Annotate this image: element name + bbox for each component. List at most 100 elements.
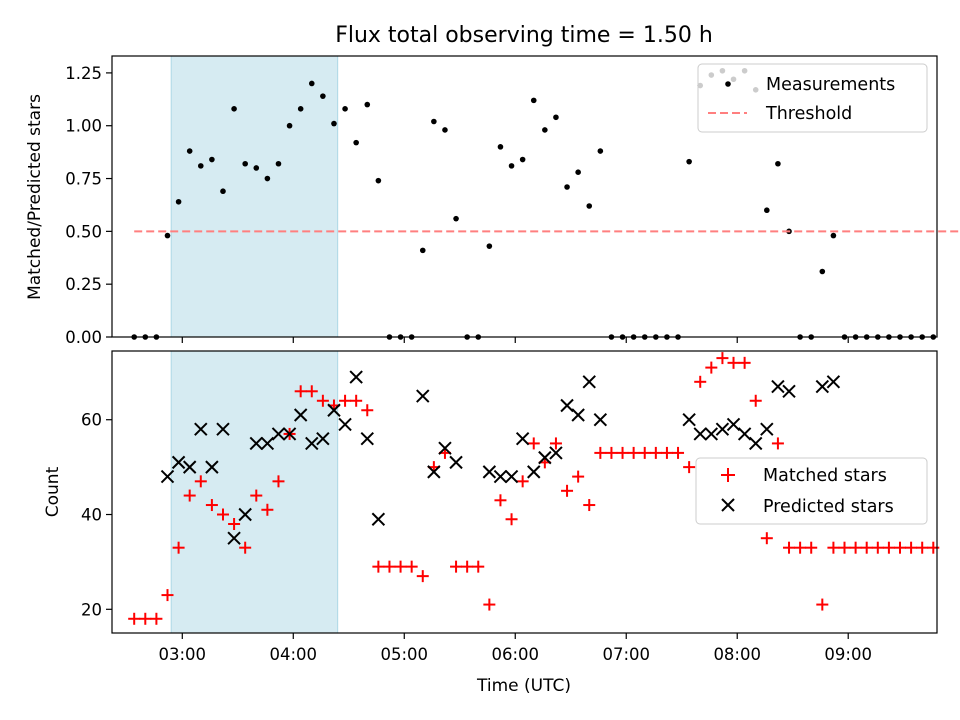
predicted-star-point: [560, 398, 574, 413]
matched-star-point: [816, 598, 829, 611]
measurement-point: [375, 177, 382, 184]
measurement-point: [508, 163, 515, 169]
matched-star-point: [516, 475, 529, 488]
predicted-star-point: [293, 408, 308, 422]
y-tick-label: 0.25: [65, 275, 102, 294]
matched-star-point: [805, 541, 818, 554]
matched-star-point: [272, 475, 285, 488]
matched-star-point: [627, 446, 640, 459]
y-tick-label: 20: [81, 600, 102, 619]
measurement-point: [209, 156, 215, 163]
matched-star-point: [494, 494, 507, 507]
matched-star-point: [305, 385, 318, 398]
predicted-star-point: [771, 379, 785, 394]
matched-star-point: [228, 517, 241, 530]
matched-star-point: [194, 475, 207, 488]
predicted-star-point: [338, 417, 352, 432]
predicted-star-point: [515, 431, 530, 446]
measurement-point: [530, 97, 537, 104]
matched-star-point: [760, 532, 773, 545]
matched-star-point: [727, 356, 740, 369]
predicted-star-point: [216, 422, 230, 436]
y-tick-label: 1.00: [65, 117, 102, 136]
measurement-point: [297, 106, 304, 112]
measurement-point: [586, 203, 593, 209]
predicted-star-point: [171, 455, 186, 470]
count-series: [128, 352, 940, 625]
measurement-point: [519, 156, 526, 163]
x-tick-label: 07:00: [602, 645, 650, 664]
measurement-point: [320, 93, 326, 99]
matched-star-point: [694, 375, 707, 388]
predicted-star-point: [571, 408, 585, 422]
legend-label-predicted: Predicted stars: [763, 497, 894, 517]
measurement-point: [342, 106, 348, 112]
x-axis-ticks: 03:00 04:00 05:00 06:00 07:00 08:00 09:00: [159, 633, 872, 664]
matched-star-point: [638, 446, 651, 459]
matched-star-point: [838, 541, 851, 554]
legend-label-measurements: Measurements: [766, 75, 895, 95]
measurement-point: [442, 127, 448, 133]
matched-star-point: [549, 437, 562, 450]
predicted-star-point: [360, 431, 374, 446]
y-axis-label: Matched/Predicted stars: [25, 94, 45, 300]
matched-star-point: [905, 541, 918, 554]
matched-star-point: [372, 560, 385, 573]
legend-marker-measurements: [725, 81, 731, 87]
x-tick-label: 03:00: [159, 645, 207, 664]
measurement-point: [542, 127, 548, 133]
predicted-star-point: [371, 512, 386, 526]
y-tick-label: 0.75: [65, 170, 102, 189]
y-tick-label: 0.00: [65, 328, 102, 347]
matched-star-point: [771, 437, 784, 450]
y-axis-ticks: 0.00 0.25 0.50 0.75 1.00 1.25: [65, 64, 112, 347]
x-tick-label: 08:00: [713, 645, 761, 664]
matched-star-point: [483, 598, 496, 611]
measurement-point: [597, 148, 604, 154]
predicted-star-point: [260, 436, 275, 451]
legend-label-matched: Matched stars: [763, 466, 887, 486]
y-tick-label: 0.50: [65, 222, 102, 241]
matched-star-point: [572, 470, 585, 483]
measurement-point: [775, 160, 781, 167]
matched-star-point: [339, 394, 352, 407]
observing-window-span: [170, 55, 339, 338]
predicted-star-point: [416, 389, 430, 403]
measurement-point: [819, 268, 826, 275]
y-axis-label: Count: [43, 466, 63, 517]
measurement-point: [275, 160, 282, 167]
predicted-star-point: [715, 422, 730, 436]
predicted-star-point: [582, 375, 596, 389]
legend-box: [697, 63, 928, 133]
predicted-star-point: [238, 507, 252, 522]
predicted-star-point: [493, 469, 508, 484]
matched-star-point: [594, 446, 607, 459]
predicted-star-point: [427, 465, 441, 479]
y-tick-label: 40: [81, 506, 102, 525]
matched-star-point: [472, 560, 485, 573]
matched-star-point: [860, 541, 873, 554]
measurement-point: [175, 198, 182, 205]
predicted-star-point: [782, 384, 796, 398]
measurement-point: [186, 148, 193, 154]
predicted-star-point: [316, 431, 330, 446]
matched-star-point: [649, 446, 662, 459]
matched-star-point: [849, 541, 862, 554]
matched-star-point: [461, 560, 474, 573]
predicted-star-point: [482, 465, 497, 479]
matched-star-point: [239, 541, 252, 554]
matched-star-point: [294, 385, 307, 398]
measurement-point: [286, 122, 293, 129]
measurement-point: [453, 215, 459, 222]
matched-star-point: [261, 503, 274, 516]
measurement-point: [686, 158, 692, 165]
predicted-star-point: [726, 417, 741, 432]
matched-star-point: [827, 541, 840, 554]
predicted-star-point: [749, 436, 763, 451]
observing-window-span: [170, 350, 339, 634]
matched-star-point: [561, 484, 574, 497]
measurement-point: [364, 101, 371, 108]
predicted-star-point: [704, 427, 719, 441]
matched-star-point: [716, 352, 729, 365]
matched-star-point: [871, 541, 884, 554]
